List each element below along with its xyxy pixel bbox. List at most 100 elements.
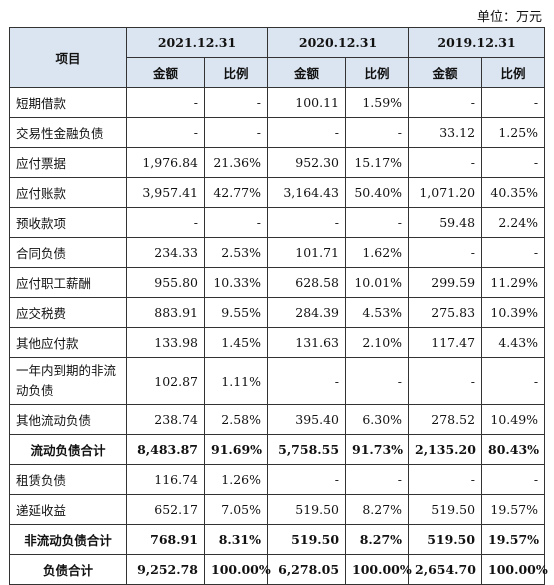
amount-cell: -	[408, 357, 483, 405]
amount-header: 金额	[267, 57, 347, 88]
amount-header: 金额	[408, 57, 483, 88]
row-label: 应付职工薪酬	[9, 267, 127, 298]
amount-cell: 1,071.20	[408, 177, 483, 208]
table-row: 租赁负债 116.74 1.26% - - - -	[9, 464, 546, 495]
ratio-cell: -	[345, 117, 410, 148]
table-row: 合同负债 234.33 2.53% 101.71 1.62% - -	[9, 237, 546, 268]
amount-cell: 2,135.20	[408, 434, 483, 465]
ratio-cell: 2.24%	[481, 207, 546, 238]
amount-cell: 3,957.41	[126, 177, 205, 208]
amount-cell: -	[408, 87, 483, 118]
row-label: 交易性金融负债	[9, 117, 127, 148]
table-row: 流动负债合计 8,483.87 91.69% 5,758.55 91.73% 2,135.…	[9, 434, 546, 465]
ratio-cell: 19.57%	[481, 524, 546, 555]
ratio-cell: 11.29%	[481, 267, 546, 298]
amount-cell: 275.83	[408, 297, 483, 328]
amount-cell: -	[267, 117, 347, 148]
ratio-cell: -	[345, 464, 410, 495]
row-label: 预收款项	[9, 207, 127, 238]
amount-cell: 234.33	[126, 237, 205, 268]
amount-cell: 8,483.87	[126, 434, 205, 465]
amount-cell: 952.30	[267, 147, 347, 178]
amount-cell: 3,164.43	[267, 177, 347, 208]
ratio-cell: 9.55%	[203, 297, 269, 328]
amount-cell: 59.48	[408, 207, 483, 238]
table-row: 交易性金融负债 - - - -33.12 1.25%	[9, 117, 546, 148]
amount-cell: 238.74	[126, 404, 205, 435]
table-row: 短期借款 - -100.11 1.59% - -	[9, 87, 546, 118]
ratio-cell: 42.77%	[203, 177, 269, 208]
liabilities-table: 项目 2021.12.31 2020.12.31 2019.12.31 金额 比…	[9, 27, 548, 585]
table-row: 应付账款 3,957.41 42.77% 3,164.43 50.40% 1,071.20…	[9, 177, 546, 208]
ratio-cell: 1.59%	[345, 87, 410, 118]
ratio-cell: 1.45%	[203, 327, 269, 358]
ratio-cell: 40.35%	[481, 177, 546, 208]
ratio-cell: -	[345, 357, 410, 405]
amount-cell: 628.58	[267, 267, 347, 298]
amount-cell: -	[267, 207, 347, 238]
amount-cell: 117.47	[408, 327, 483, 358]
year-header-2020: 2020.12.31	[267, 27, 410, 58]
table-row: 递延收益 652.17 7.05% 519.50 8.27% 519.50 19.57%	[9, 494, 546, 525]
header-row-columns: 金额 比例 金额 比例 金额 比例	[10, 57, 546, 88]
ratio-cell: -	[345, 207, 410, 238]
amount-cell: 102.87	[126, 357, 205, 405]
ratio-cell: 19.57%	[481, 494, 546, 525]
amount-cell: 299.59	[408, 267, 483, 298]
amount-cell: -	[408, 237, 483, 268]
row-label: 应付票据	[9, 147, 127, 178]
year-header-2021: 2021.12.31	[125, 27, 269, 58]
ratio-cell: -	[203, 207, 269, 238]
amount-cell: 519.50	[267, 494, 347, 525]
amount-cell: 519.50	[408, 494, 483, 525]
ratio-cell: 8.27%	[345, 494, 410, 525]
amount-cell: 100.11	[267, 87, 347, 118]
ratio-header: 比例	[203, 57, 269, 88]
ratio-cell: 8.31%	[203, 524, 269, 555]
ratio-cell: -	[481, 147, 546, 178]
table-row: 其他流动负债 238.74 2.58% 395.40 6.30% 278.52 10.49%	[9, 404, 546, 435]
row-label: 递延收益	[9, 494, 127, 525]
row-label: 应付账款	[9, 177, 127, 208]
ratio-header: 比例	[481, 57, 546, 88]
amount-cell: 768.91	[126, 524, 205, 555]
header-row-years: 项目 2021.12.31 2020.12.31 2019.12.31	[9, 27, 546, 88]
amount-cell: 133.98	[126, 327, 205, 358]
ratio-cell: 10.49%	[481, 404, 546, 435]
ratio-cell: 10.01%	[345, 267, 410, 298]
amount-cell: -	[267, 357, 347, 405]
ratio-cell: 1.11%	[203, 357, 269, 405]
item-header: 项目	[9, 27, 127, 88]
row-label: 应交税费	[9, 297, 127, 328]
table-row: 其他应付款 133.98 1.45% 131.63 2.10% 117.47 4.43%	[9, 327, 546, 358]
ratio-cell: -	[481, 464, 546, 495]
table-row: 负债合计 9,252.78 100.00% 6,278.05 100.00% 2,654.…	[9, 554, 548, 585]
row-label: 租赁负债	[9, 464, 127, 495]
amount-cell: -	[408, 464, 483, 495]
amount-cell: 116.74	[126, 464, 205, 495]
ratio-cell: 21.36%	[203, 147, 269, 178]
unit-label: 单位：万元	[476, 10, 542, 25]
table-row: 一年内到期的非流动负债 102.87 1.11% - - - -	[9, 357, 546, 405]
row-label: 其他应付款	[9, 327, 127, 358]
table-row: 应交税费 883.91 9.55% 284.39 4.53% 275.83 10.39%	[9, 297, 546, 328]
amount-cell: -	[408, 147, 483, 178]
row-label: 短期借款	[9, 87, 127, 118]
amount-cell: 519.50	[267, 524, 347, 555]
amount-cell: 6,278.05	[267, 554, 347, 585]
year-header-2019: 2019.12.31	[408, 27, 546, 58]
ratio-cell: -	[481, 357, 546, 405]
ratio-cell: 2.53%	[203, 237, 269, 268]
row-label: 一年内到期的非流动负债	[9, 357, 127, 405]
amount-cell: 284.39	[267, 297, 347, 328]
amount-cell: 1,976.84	[126, 147, 205, 178]
ratio-cell: -	[203, 87, 269, 118]
amount-cell: 2,654.70	[408, 554, 483, 585]
table-row: 预收款项 - - - -59.48 2.24%	[9, 207, 546, 238]
ratio-cell: 1.25%	[481, 117, 546, 148]
ratio-cell: 1.62%	[345, 237, 410, 268]
amount-cell: 33.12	[408, 117, 483, 148]
amount-cell: -	[126, 207, 205, 238]
amount-header: 金额	[126, 57, 205, 88]
amount-cell: 5,758.55	[267, 434, 347, 465]
